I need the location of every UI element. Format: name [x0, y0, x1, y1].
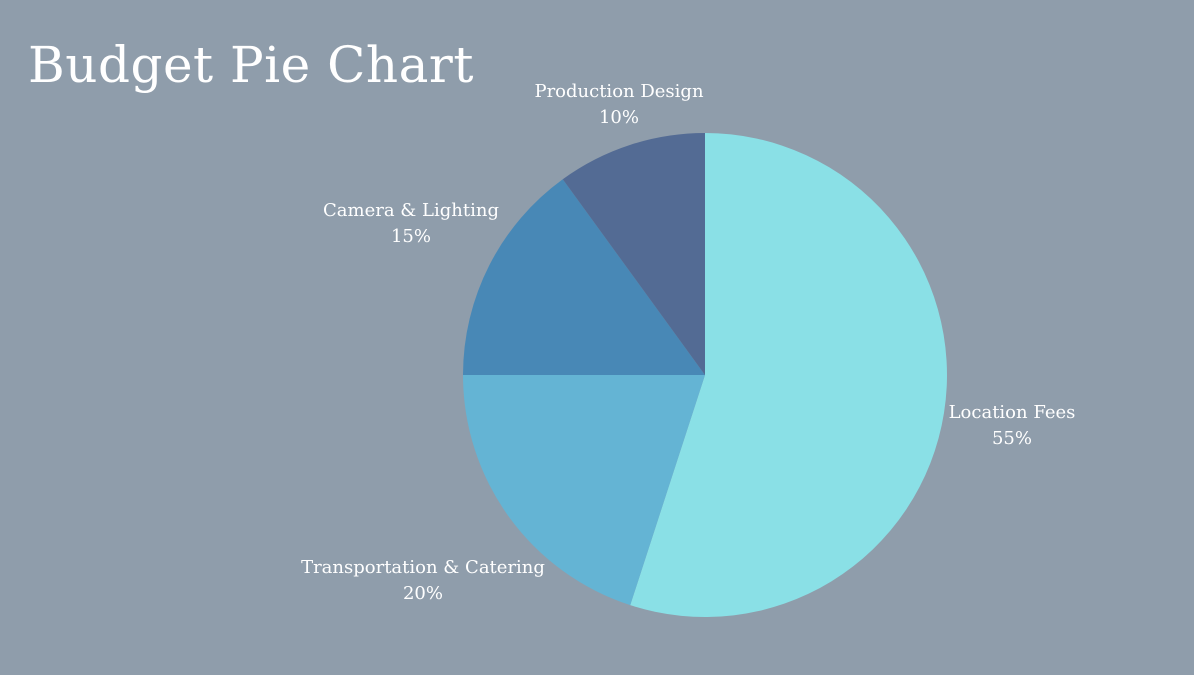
slice-label-camera-lighting: Camera & Lighting	[323, 200, 499, 221]
slice-value-label-production-design: 10%	[599, 107, 639, 128]
slice-value-label-camera-lighting: 15%	[391, 226, 431, 247]
pie-slice-location-fees	[630, 133, 947, 618]
slice-label-production-design: Production Design	[534, 81, 703, 102]
pie-slice-camera-lighting	[463, 179, 705, 375]
slice-value-label-transportation-catering: 20%	[403, 583, 443, 604]
pie-slices	[463, 133, 947, 618]
slice-label-location-fees: Location Fees	[949, 402, 1076, 423]
pie-slice-production-design	[562, 133, 705, 375]
slice-value-label-location-fees: 55%	[992, 428, 1032, 449]
chart-title: Budget Pie Chart	[28, 36, 474, 94]
pie-labels: Location Fees 55% Transportation & Caterin…	[301, 81, 1075, 604]
pie-slice-transportation-catering	[463, 375, 705, 606]
slice-label-transportation-catering: Transportation & Catering	[301, 557, 545, 578]
